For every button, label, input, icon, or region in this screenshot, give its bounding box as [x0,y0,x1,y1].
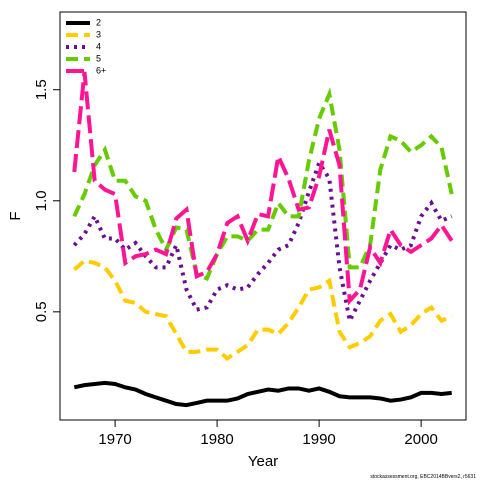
series-line [72,258,453,361]
y-tick-label: 1.0 [33,190,50,211]
footnote: stockassessment.org, EBC2014BBvers2, r56… [370,474,476,480]
series-line [73,380,452,408]
y-tick-label: 1.5 [33,79,50,100]
legend-label: 3 [96,29,101,39]
legend-label: 4 [96,41,101,51]
series-line [72,158,453,327]
y-axis-title: F [7,211,24,220]
series-line [72,87,454,282]
legend-label: 6+ [96,65,106,75]
legend-label: 5 [96,53,101,63]
x-tick-label: 2000 [404,431,437,448]
series-line [72,71,454,306]
x-tick-label: 1980 [200,431,233,448]
x-axis-title: Year [248,453,278,470]
x-tick-label: 1990 [302,431,335,448]
x-tick-label: 1970 [98,431,131,448]
legend-label: 2 [96,17,101,27]
y-tick-label: 0.5 [33,301,50,322]
